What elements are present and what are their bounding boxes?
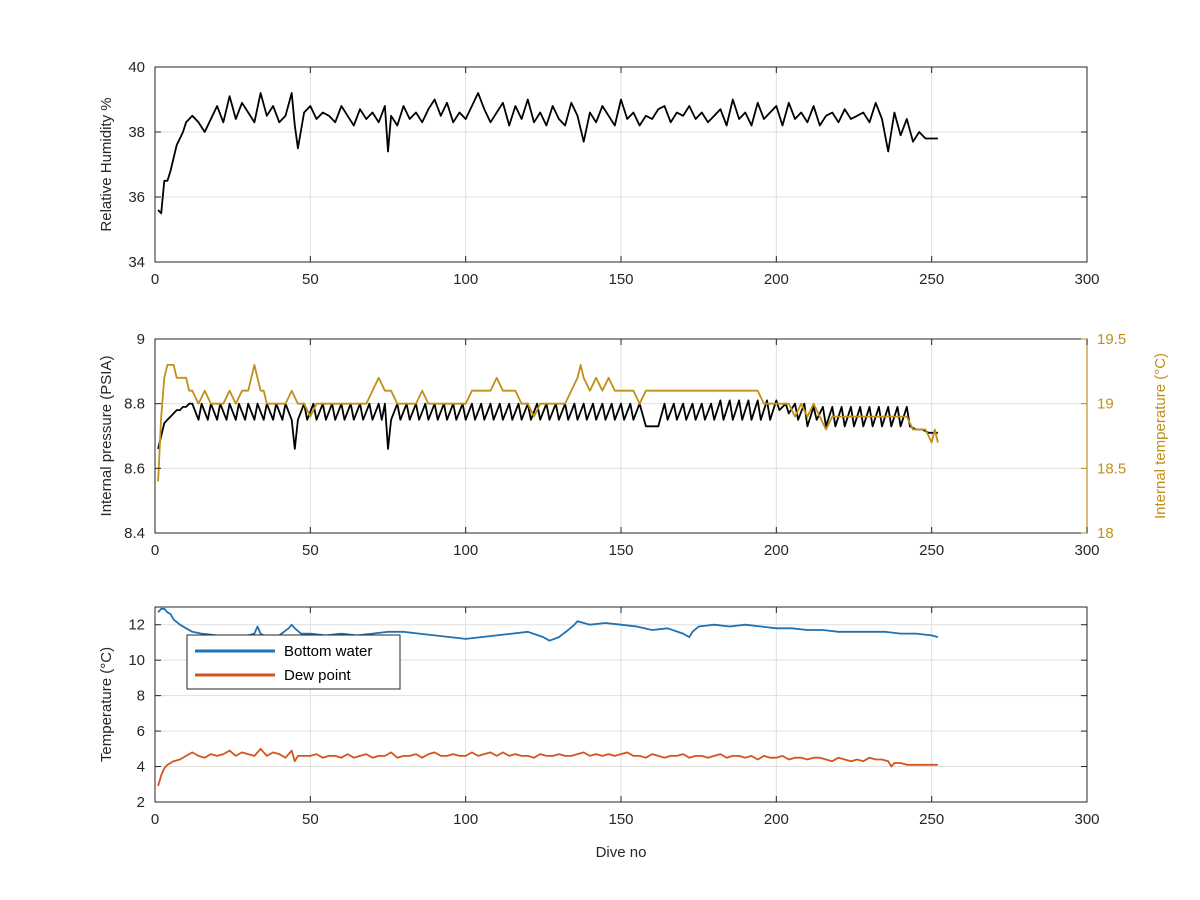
grid xyxy=(155,67,1087,262)
y-right-tick-label: 18 xyxy=(1097,525,1114,542)
y-axis-label: Temperature (°C) xyxy=(98,647,115,762)
y-axis-label: Internal pressure (PSIA) xyxy=(98,356,115,517)
y-right-axis-label: Internal temperature (°C) xyxy=(1152,353,1169,519)
pressure-temperature-subplot: 0 50 100 150 200 250 300 8.4 8.6 8.8 9 18 18.5 19 19.5… xyxy=(98,331,1169,559)
x-axis-label: Dive no xyxy=(596,844,647,861)
y-right-tick-label: 18.5 xyxy=(1097,460,1126,477)
series-line-internal-temperature xyxy=(157,363,939,482)
x-tick-label: 0 xyxy=(151,811,159,828)
x-tick-label: 250 xyxy=(919,811,944,828)
y-tick-label: 2 xyxy=(137,794,145,811)
x-tick-label: 100 xyxy=(453,542,478,559)
y-tick-label: 38 xyxy=(128,124,145,141)
y-tick-label: 8.8 xyxy=(124,396,145,413)
y-tick-label: 12 xyxy=(128,617,145,634)
x-tick-label: 150 xyxy=(608,542,633,559)
x-tick-label: 100 xyxy=(453,811,478,828)
y-tick-label: 34 xyxy=(128,254,145,271)
x-tick-label: 0 xyxy=(151,542,159,559)
y-axis-label: Relative Humidity % xyxy=(98,97,115,231)
series-line-humidity xyxy=(157,92,938,215)
y-tick-label: 10 xyxy=(128,652,145,669)
temperature-subplot: 0 50 100 150 200 250 300 2 4 6 8 10 12 Temperature (°… xyxy=(98,606,1100,861)
x-tick-label: 200 xyxy=(764,271,789,288)
x-tick-label: 300 xyxy=(1074,271,1099,288)
y-tick-label: 8 xyxy=(137,688,145,705)
x-tick-label: 250 xyxy=(919,542,944,559)
x-tick-label: 50 xyxy=(302,542,319,559)
y-right-tick-label: 19.5 xyxy=(1097,331,1126,348)
x-tick-label: 100 xyxy=(453,271,478,288)
humidity-subplot: 0 50 100 150 200 250 300 34 36 38 40 Relative Humid… xyxy=(98,59,1100,288)
legend-box xyxy=(186,634,401,690)
legend-label: Bottom water xyxy=(284,643,372,660)
x-tick-label: 50 xyxy=(302,271,319,288)
series-line-pressure xyxy=(157,399,938,450)
y-tick-label: 36 xyxy=(128,189,145,206)
x-tick-label: 150 xyxy=(608,271,633,288)
x-tick-label: 300 xyxy=(1074,811,1099,828)
y-tick-label: 4 xyxy=(137,759,145,776)
y-right-tick-label: 19 xyxy=(1097,396,1114,413)
y-tick-label: 8.6 xyxy=(124,460,145,477)
x-tick-label: 50 xyxy=(302,811,319,828)
y-tick-label: 8.4 xyxy=(124,525,145,542)
x-tick-label: 200 xyxy=(764,811,789,828)
series-line-dew-point xyxy=(157,747,938,787)
x-tick-label: 200 xyxy=(764,542,789,559)
x-tick-label: 0 xyxy=(151,271,159,288)
x-tick-label: 300 xyxy=(1074,542,1099,559)
x-tick-label: 250 xyxy=(919,271,944,288)
y-tick-label: 9 xyxy=(137,331,145,348)
grid xyxy=(155,339,1087,533)
y-tick-label: 40 xyxy=(128,59,145,76)
legend: Bottom water Dew point xyxy=(186,634,401,690)
y-tick-label: 6 xyxy=(137,723,145,740)
legend-label: Dew point xyxy=(284,667,352,684)
x-tick-label: 150 xyxy=(608,811,633,828)
